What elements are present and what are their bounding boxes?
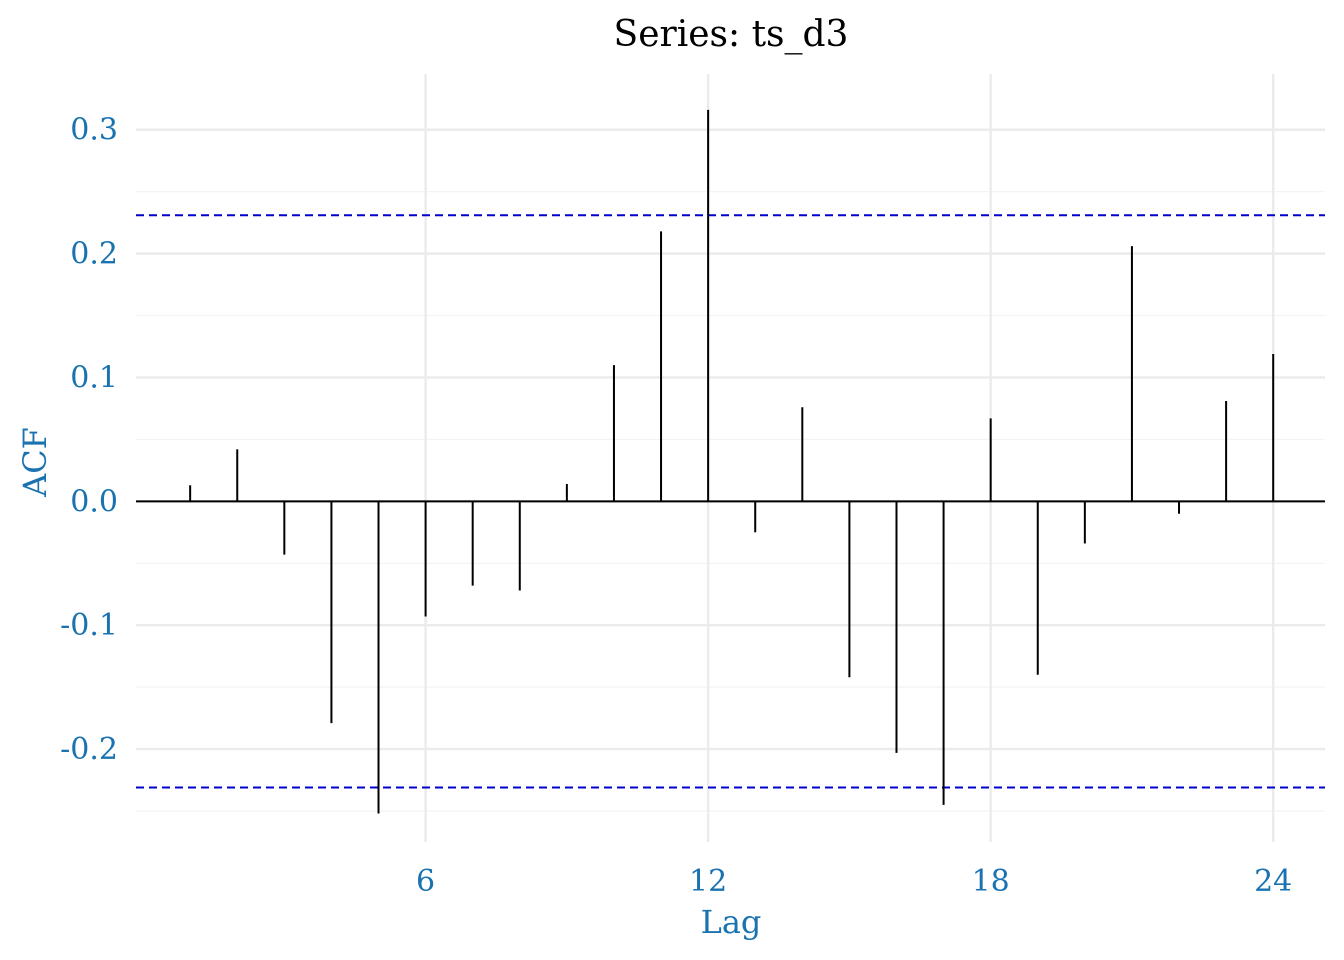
y-axis-ticks: -0.2 -0.1 0.0 0.1 0.2 0.3	[60, 113, 118, 767]
x-axis-ticks: 6 12 18 24	[416, 864, 1292, 899]
y-tick-label: 0.0	[70, 484, 118, 519]
x-tick-label: 6	[416, 864, 435, 899]
chart-title: Series: ts_d3	[614, 14, 849, 55]
x-tick-label: 12	[689, 864, 727, 899]
x-tick-label: 24	[1254, 864, 1292, 899]
y-tick-label: 0.3	[70, 113, 118, 148]
confidence-interval-lines	[136, 214, 1325, 789]
y-axis-title: ACF	[16, 427, 54, 498]
grid	[136, 74, 1325, 842]
y-tick-label: -0.1	[60, 608, 118, 643]
y-tick-label: 0.2	[70, 237, 118, 272]
x-tick-label: 18	[972, 864, 1010, 899]
x-axis-title: Lag	[701, 903, 762, 941]
acf-bars	[189, 109, 1275, 814]
y-tick-label: 0.1	[70, 360, 118, 395]
y-tick-label: -0.2	[60, 732, 118, 767]
